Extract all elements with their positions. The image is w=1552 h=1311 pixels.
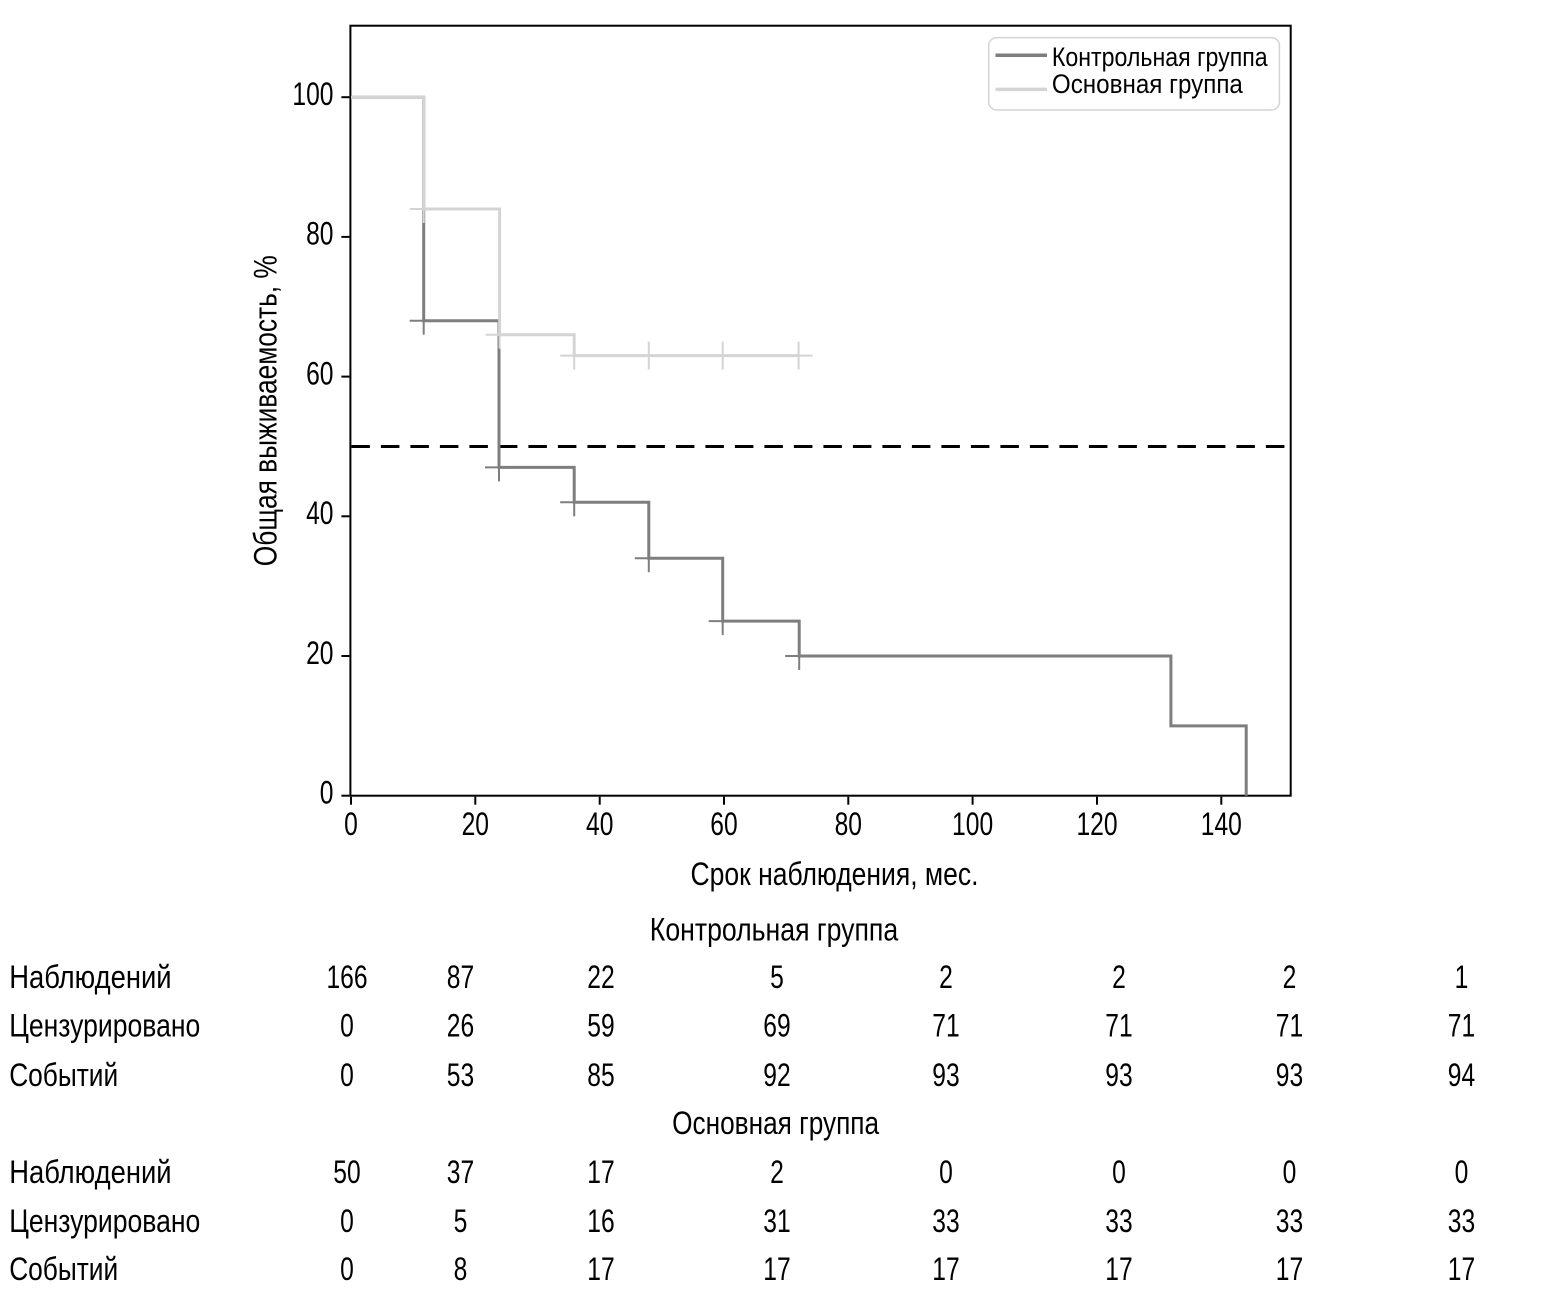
svg-text:93: 93 [1276, 1057, 1303, 1093]
svg-text:Контрольная группа: Контрольная группа [650, 911, 898, 947]
svg-text:100: 100 [292, 76, 333, 112]
svg-text:71: 71 [1105, 1007, 1132, 1043]
svg-text:Срок наблюдения, мес.: Срок наблюдения, мес. [691, 856, 979, 892]
svg-text:20: 20 [306, 635, 333, 671]
svg-text:120: 120 [1076, 806, 1117, 842]
svg-text:2: 2 [939, 959, 953, 995]
svg-text:5: 5 [454, 1203, 468, 1239]
svg-text:20: 20 [462, 806, 489, 842]
svg-text:71: 71 [1448, 1007, 1475, 1043]
svg-text:100: 100 [952, 806, 993, 842]
svg-text:40: 40 [586, 806, 613, 842]
svg-text:140: 140 [1201, 806, 1242, 842]
svg-text:33: 33 [1448, 1203, 1475, 1239]
svg-text:69: 69 [763, 1007, 790, 1043]
svg-text:17: 17 [1448, 1251, 1475, 1287]
svg-text:16: 16 [587, 1203, 614, 1239]
svg-text:17: 17 [587, 1154, 614, 1190]
svg-text:0: 0 [1283, 1154, 1297, 1190]
svg-text:0: 0 [1112, 1154, 1126, 1190]
svg-text:60: 60 [306, 355, 333, 391]
svg-text:33: 33 [932, 1203, 959, 1239]
svg-text:33: 33 [1276, 1203, 1303, 1239]
svg-text:2: 2 [1283, 959, 1297, 995]
svg-text:0: 0 [340, 1203, 354, 1239]
svg-text:2: 2 [1112, 959, 1126, 995]
svg-text:0: 0 [340, 1007, 354, 1043]
svg-text:5: 5 [770, 959, 784, 995]
svg-text:87: 87 [447, 959, 474, 995]
svg-text:1: 1 [1455, 959, 1469, 995]
svg-text:Событий: Событий [9, 1251, 118, 1287]
svg-text:80: 80 [835, 806, 862, 842]
svg-text:17: 17 [1276, 1251, 1303, 1287]
svg-text:17: 17 [763, 1251, 790, 1287]
svg-text:0: 0 [939, 1154, 953, 1190]
svg-text:93: 93 [932, 1057, 959, 1093]
svg-text:92: 92 [763, 1057, 790, 1093]
svg-text:17: 17 [587, 1251, 614, 1287]
svg-text:80: 80 [306, 216, 333, 252]
svg-text:0: 0 [340, 1251, 354, 1287]
svg-text:31: 31 [763, 1203, 790, 1239]
svg-text:Цензурировано: Цензурировано [9, 1203, 200, 1239]
svg-text:71: 71 [932, 1007, 959, 1043]
svg-text:71: 71 [1276, 1007, 1303, 1043]
svg-text:59: 59 [587, 1007, 614, 1043]
svg-text:33: 33 [1105, 1203, 1132, 1239]
svg-text:Контрольная группа: Контрольная группа [1052, 42, 1269, 72]
svg-text:37: 37 [447, 1154, 474, 1190]
svg-text:2: 2 [770, 1154, 784, 1190]
svg-text:Событий: Событий [9, 1057, 118, 1093]
svg-text:Общая выживаемость, %: Общая выживаемость, % [248, 255, 284, 566]
svg-text:0: 0 [340, 1057, 354, 1093]
svg-text:0: 0 [1455, 1154, 1469, 1190]
svg-text:53: 53 [447, 1057, 474, 1093]
svg-text:50: 50 [333, 1154, 360, 1190]
svg-text:Наблюдений: Наблюдений [9, 959, 171, 995]
svg-text:Наблюдений: Наблюдений [9, 1154, 171, 1190]
svg-text:22: 22 [587, 959, 614, 995]
svg-text:166: 166 [326, 959, 367, 995]
svg-text:0: 0 [344, 806, 358, 842]
svg-text:85: 85 [587, 1057, 614, 1093]
svg-text:60: 60 [710, 806, 737, 842]
svg-text:26: 26 [447, 1007, 474, 1043]
svg-text:Цензурировано: Цензурировано [9, 1007, 200, 1043]
svg-text:93: 93 [1105, 1057, 1132, 1093]
svg-text:0: 0 [320, 775, 334, 811]
svg-text:8: 8 [454, 1251, 468, 1287]
svg-text:94: 94 [1448, 1057, 1475, 1093]
svg-text:Основная группа: Основная группа [1052, 69, 1244, 99]
svg-text:17: 17 [932, 1251, 959, 1287]
svg-text:Основная группа: Основная группа [672, 1105, 879, 1141]
svg-text:40: 40 [306, 495, 333, 531]
svg-text:17: 17 [1105, 1251, 1132, 1287]
